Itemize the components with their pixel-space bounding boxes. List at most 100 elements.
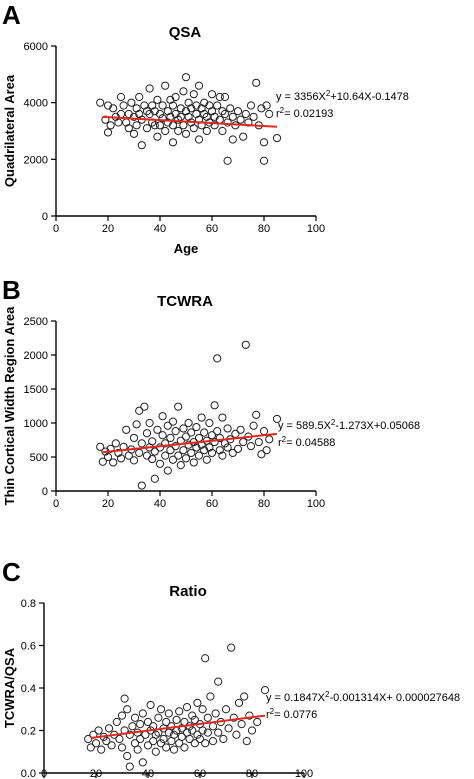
data-point: [129, 456, 139, 465]
data-point: [223, 443, 232, 452]
data-point: [198, 726, 207, 735]
data-point: [172, 715, 181, 724]
y-tick-label: 0.8: [21, 598, 36, 610]
data-point: [151, 730, 160, 739]
data-point: [185, 734, 194, 744]
chart-panel-b: B TCWRA 0 500 1000 1500 2000 2500 0 20 40 60 80 100 Th…: [2, 275, 420, 510]
data-point: [163, 466, 172, 475]
data-point: [104, 724, 114, 733]
data-point: [130, 713, 140, 722]
data-point: [146, 700, 155, 710]
x-tick-label: 60: [206, 223, 218, 235]
data-point: [234, 698, 244, 707]
regression-line: [90, 714, 266, 739]
data-point: [228, 112, 237, 121]
data-point: [207, 90, 217, 99]
data-point: [84, 734, 93, 744]
data-point: [174, 402, 183, 411]
data-point: [145, 84, 154, 93]
data-point: [158, 412, 167, 421]
data-point: [218, 126, 227, 136]
data-point: [168, 455, 178, 464]
data-point: [213, 354, 222, 363]
data-point: [122, 425, 131, 434]
data-point: [215, 433, 224, 443]
data-point: [138, 709, 147, 718]
data-point: [227, 643, 236, 652]
data-point: [242, 737, 251, 746]
data-point: [194, 451, 204, 460]
r-squared-label: r2= 0.04588: [278, 435, 335, 449]
panel-letter: C: [2, 557, 21, 587]
data-point: [254, 437, 263, 447]
y-tick-label: 2000: [24, 154, 48, 166]
data-point: [247, 726, 257, 735]
data-point: [246, 442, 256, 451]
data-point: [220, 92, 230, 102]
regression-equation: y = 0.1847X2-0.001314X+ 0.000027648: [266, 690, 460, 704]
data-point: [109, 458, 118, 467]
y-tick-label: 0.0: [21, 768, 36, 779]
data-point: [215, 92, 224, 102]
data-point: [114, 448, 123, 458]
data-point: [117, 743, 127, 752]
data-point: [158, 101, 167, 110]
data-point: [103, 128, 113, 137]
data-point: [171, 92, 180, 102]
data-point: [103, 452, 113, 462]
data-point: [202, 455, 211, 464]
data-point: [119, 101, 128, 110]
data-point: [127, 98, 136, 107]
data-point: [265, 109, 274, 119]
data-point: [114, 118, 123, 127]
data-point: [143, 741, 153, 750]
data-point: [150, 121, 159, 130]
data-point: [203, 713, 212, 722]
data-point: [140, 402, 149, 411]
panel-letter: A: [2, 0, 21, 30]
data-point: [240, 692, 249, 701]
data-point: [253, 717, 262, 727]
data-point: [150, 447, 159, 456]
data-point: [161, 81, 170, 90]
data-point: [155, 459, 165, 468]
data-point: [158, 431, 167, 440]
y-axis-label: TCWRA/QSA: [2, 647, 17, 728]
data-point: [107, 741, 116, 750]
data-point: [123, 751, 132, 761]
data-point: [179, 424, 188, 433]
data-point: [211, 709, 220, 718]
data-point: [194, 135, 204, 144]
data-point: [262, 446, 271, 455]
x-tick-label: 80: [246, 768, 258, 779]
data-point: [210, 121, 219, 130]
data-point: [249, 421, 258, 430]
data-point: [86, 743, 95, 752]
data-point: [192, 443, 201, 452]
data-point: [213, 427, 222, 436]
data-point: [177, 732, 186, 741]
data-point: [138, 758, 147, 767]
regression-equation: y = 3356X2+10.64X-0.1478: [276, 89, 409, 103]
data-point: [97, 745, 106, 754]
data-point: [205, 443, 214, 452]
x-tick-label: 0: [53, 498, 59, 510]
y-tick-label: 2000: [24, 350, 48, 362]
data-point: [129, 129, 139, 138]
data-point: [116, 92, 126, 102]
data-point: [214, 728, 223, 737]
data-point: [168, 138, 178, 147]
data-point: [259, 138, 269, 147]
data-point: [193, 698, 202, 707]
y-tick-label: 0.4: [21, 683, 36, 695]
data-point: [179, 446, 188, 455]
x-tick-label: 40: [154, 498, 166, 510]
data-point: [232, 730, 241, 739]
data-point: [201, 739, 210, 748]
data-point: [189, 90, 198, 99]
data-point: [214, 677, 223, 686]
y-tick-label: 2500: [24, 316, 48, 328]
data-point: [125, 762, 134, 771]
data-point: [229, 713, 238, 722]
data-point: [262, 101, 271, 110]
